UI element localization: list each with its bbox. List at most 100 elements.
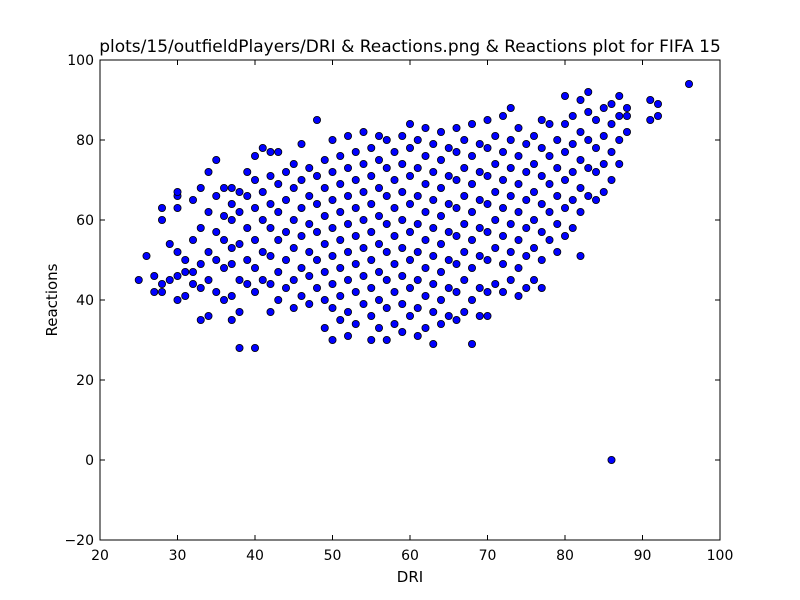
data-point bbox=[398, 271, 407, 280]
data-point bbox=[599, 104, 608, 113]
data-point bbox=[561, 92, 570, 101]
data-point bbox=[204, 311, 213, 320]
data-point bbox=[173, 295, 182, 304]
data-point bbox=[475, 195, 484, 204]
data-point bbox=[312, 171, 321, 180]
data-point bbox=[522, 139, 531, 148]
data-point bbox=[615, 135, 624, 144]
data-point bbox=[196, 183, 205, 192]
data-point bbox=[530, 215, 539, 224]
data-point bbox=[491, 215, 500, 224]
data-point bbox=[250, 151, 259, 160]
data-point bbox=[545, 207, 554, 216]
data-point bbox=[646, 116, 655, 125]
data-point bbox=[297, 139, 306, 148]
data-point bbox=[444, 283, 453, 292]
data-point bbox=[367, 311, 376, 320]
data-point bbox=[181, 255, 190, 264]
data-point bbox=[460, 275, 469, 284]
data-point bbox=[506, 191, 515, 200]
data-point bbox=[281, 283, 290, 292]
data-point bbox=[134, 275, 143, 284]
data-point bbox=[235, 343, 244, 352]
data-point bbox=[343, 275, 352, 284]
data-point bbox=[483, 143, 492, 152]
data-point bbox=[374, 183, 383, 192]
data-point bbox=[320, 211, 329, 220]
data-point bbox=[219, 263, 228, 272]
data-point bbox=[305, 247, 314, 256]
data-point bbox=[444, 311, 453, 320]
data-point bbox=[227, 215, 236, 224]
data-point bbox=[452, 203, 461, 212]
data-point bbox=[212, 255, 221, 264]
data-point bbox=[336, 207, 345, 216]
data-point bbox=[561, 203, 570, 212]
data-point bbox=[498, 175, 507, 184]
data-point bbox=[576, 251, 585, 260]
data-point bbox=[382, 163, 391, 172]
data-point bbox=[374, 295, 383, 304]
data-point bbox=[685, 80, 694, 89]
data-point bbox=[491, 243, 500, 252]
x-tick-label: 70 bbox=[479, 548, 497, 564]
data-point bbox=[506, 163, 515, 172]
data-point bbox=[413, 303, 422, 312]
y-tick-label: 20 bbox=[76, 373, 94, 389]
data-point bbox=[405, 143, 414, 152]
data-point bbox=[227, 259, 236, 268]
x-tick-label: 30 bbox=[169, 548, 187, 564]
data-point bbox=[483, 311, 492, 320]
data-point bbox=[483, 171, 492, 180]
data-point bbox=[623, 104, 632, 113]
data-point bbox=[498, 112, 507, 121]
data-point bbox=[444, 255, 453, 264]
data-point bbox=[157, 279, 166, 288]
data-point bbox=[219, 211, 228, 220]
data-point bbox=[398, 243, 407, 252]
data-point bbox=[374, 267, 383, 276]
data-point bbox=[390, 287, 399, 296]
data-point bbox=[274, 267, 283, 276]
data-point bbox=[467, 207, 476, 216]
data-point bbox=[312, 283, 321, 292]
data-point bbox=[506, 135, 515, 144]
data-point bbox=[312, 116, 321, 125]
data-point bbox=[351, 231, 360, 240]
data-point bbox=[405, 283, 414, 292]
data-point bbox=[320, 295, 329, 304]
data-point bbox=[413, 135, 422, 144]
data-point bbox=[436, 267, 445, 276]
data-point bbox=[266, 307, 275, 316]
data-point bbox=[429, 223, 438, 232]
data-point bbox=[537, 199, 546, 208]
data-point bbox=[436, 127, 445, 136]
data-point bbox=[351, 175, 360, 184]
data-point bbox=[196, 223, 205, 232]
data-point bbox=[615, 92, 624, 101]
data-point bbox=[243, 167, 252, 176]
data-point bbox=[584, 191, 593, 200]
data-point bbox=[204, 247, 213, 256]
x-tick-label: 20 bbox=[91, 548, 109, 564]
data-point bbox=[444, 143, 453, 152]
data-point bbox=[506, 219, 515, 228]
data-point bbox=[382, 303, 391, 312]
data-point bbox=[537, 227, 546, 236]
data-point bbox=[576, 207, 585, 216]
data-point bbox=[460, 191, 469, 200]
data-point bbox=[212, 155, 221, 164]
points-layer bbox=[134, 80, 694, 464]
data-point bbox=[250, 263, 259, 272]
data-point bbox=[576, 96, 585, 105]
data-point bbox=[421, 235, 430, 244]
data-point bbox=[514, 124, 523, 133]
data-point bbox=[336, 291, 345, 300]
data-point bbox=[343, 307, 352, 316]
data-point bbox=[359, 127, 368, 136]
data-point bbox=[328, 279, 337, 288]
y-tick-label: 60 bbox=[76, 213, 94, 229]
data-point bbox=[607, 100, 616, 109]
data-point bbox=[382, 335, 391, 344]
data-point bbox=[297, 175, 306, 184]
